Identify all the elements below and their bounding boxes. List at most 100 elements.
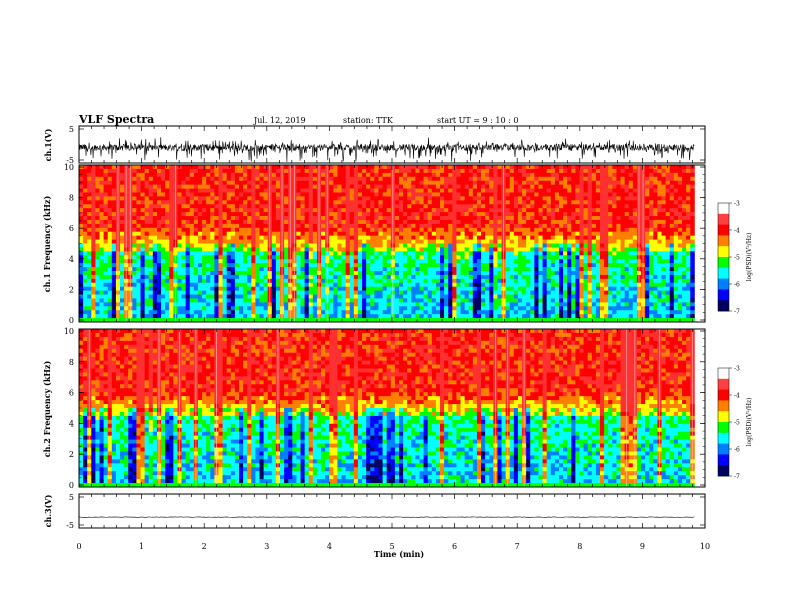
spectrogram-cell <box>243 231 248 237</box>
spectrogram-cell <box>337 227 342 233</box>
spectrogram-cell <box>481 180 486 186</box>
spectrogram-cell <box>378 165 383 170</box>
spectrogram-cell <box>259 219 265 225</box>
spectrogram-cell <box>165 274 170 280</box>
spectrogram-cell <box>263 267 269 272</box>
spectrogram-cell <box>165 204 170 209</box>
spectrogram-cell <box>255 231 260 237</box>
spectrogram-cell <box>247 306 252 311</box>
spectrogram-cell <box>259 251 265 256</box>
spectrogram-cell <box>210 318 215 323</box>
spectrogram-cell <box>103 168 109 174</box>
spectrogram-cell <box>226 274 232 280</box>
spectrogram-cell <box>517 318 523 323</box>
spectrogram-cell <box>517 227 523 233</box>
spectrogram-cell <box>210 200 215 205</box>
spectrogram-cell <box>374 263 379 268</box>
spectrogram-cell <box>534 282 539 288</box>
spectrogram-cell <box>132 223 137 229</box>
spectrogram-cell <box>452 200 457 205</box>
spectrogram-cell <box>79 267 84 272</box>
spectrogram-cell <box>185 247 191 252</box>
spectrogram-cell <box>542 212 548 217</box>
spectrogram-cell <box>107 172 113 178</box>
spectrogram-cell <box>546 294 552 299</box>
spectrogram-cell <box>444 314 449 319</box>
spectrogram-cell <box>140 286 146 292</box>
spectrogram-cell <box>189 243 195 248</box>
spectrogram-cell <box>259 302 265 307</box>
spectrogram-cell <box>251 239 256 244</box>
spectrogram-cell <box>177 204 182 209</box>
spectrogram-cell <box>493 298 498 303</box>
spectrogram-cell <box>366 172 371 178</box>
spectrogram-cell <box>362 286 367 292</box>
spectrogram-cell <box>567 223 572 229</box>
spectrogram-cell <box>558 219 564 225</box>
spectrogram-cell <box>362 239 367 244</box>
spectrogram-cell <box>419 310 424 315</box>
spectrogram-cell <box>382 235 388 240</box>
spectrogram-cell <box>563 176 568 182</box>
spectrogram-cell <box>349 216 355 221</box>
spectrogram-cell <box>136 251 141 256</box>
spectrogram-cell <box>284 259 289 264</box>
spectrogram-cell <box>476 306 482 311</box>
spectrogram-cell <box>341 310 347 315</box>
spectrogram-cell <box>238 243 244 248</box>
spectrogram-cell <box>571 200 576 205</box>
spectrogram-cell <box>398 192 404 197</box>
spectrogram-cell <box>567 310 572 315</box>
spectrogram-cell <box>210 263 215 268</box>
spectrogram-cell <box>378 278 383 284</box>
spectrogram-cell <box>489 247 494 252</box>
spectrogram-cell <box>181 219 187 225</box>
spectrogram-cell <box>468 235 474 240</box>
spectrogram-cell <box>308 270 314 276</box>
spectrogram-cell <box>103 192 109 197</box>
spectrogram-cell <box>468 192 474 197</box>
spectrogram-cell <box>79 227 84 233</box>
spectrogram-cell <box>259 165 265 170</box>
spectrogram-cell <box>177 212 182 217</box>
spectrogram-cell <box>431 204 437 209</box>
spectrogram-cell <box>517 267 523 272</box>
spectrogram-cell <box>411 192 416 197</box>
spectrogram-cell <box>497 231 502 237</box>
spectrogram-cell <box>345 274 351 280</box>
spectrogram-cell <box>534 216 539 221</box>
spectrogram-cell <box>271 165 277 170</box>
spectrogram-cell <box>497 294 502 299</box>
spectrogram-cell <box>526 231 531 237</box>
spectrogram-cell <box>407 231 412 237</box>
spectrogram-cell <box>341 227 347 233</box>
spectrogram-cell <box>481 270 486 276</box>
spectrogram-cell <box>472 314 478 319</box>
spectrogram-cell <box>509 286 515 292</box>
spectrogram-cell <box>284 274 289 280</box>
spectrogram-cell <box>165 200 170 205</box>
spectrogram-cell <box>234 208 240 213</box>
spectrogram-cell <box>456 180 461 186</box>
spectrogram-cell <box>546 165 552 170</box>
spectrogram-cell <box>329 259 334 264</box>
spectrogram-cell <box>452 204 457 209</box>
spectrogram-cell <box>161 278 166 284</box>
spectrogram-cell <box>415 302 420 307</box>
spectrogram-cell <box>345 286 351 292</box>
spectrogram-cell <box>386 200 392 205</box>
spectrogram-cell <box>435 255 441 260</box>
spectrogram-cell <box>210 259 215 264</box>
spectrogram-cell <box>435 239 441 244</box>
spectrogram-cell <box>423 219 429 225</box>
spectrogram-cell <box>345 235 351 240</box>
spectrogram-cell <box>140 298 146 303</box>
spectrogram-cell <box>460 306 466 311</box>
spectrogram-cell <box>448 223 453 229</box>
spectrogram-cell <box>312 208 318 213</box>
spectrogram-cell <box>206 247 211 252</box>
spectrogram-cell <box>362 176 367 182</box>
spectrogram-cell <box>161 314 166 319</box>
spectrogram-cell <box>538 227 543 233</box>
spectrogram-cell <box>111 306 117 311</box>
